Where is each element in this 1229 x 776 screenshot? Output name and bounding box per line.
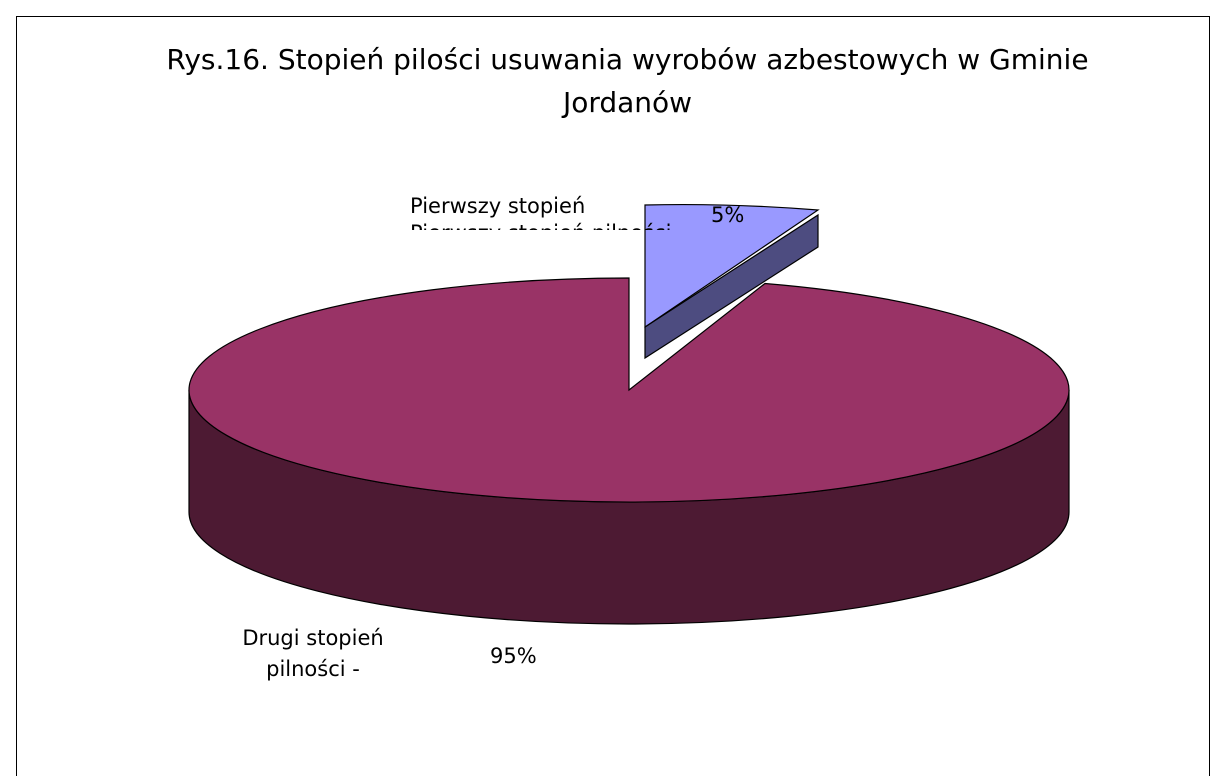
- chart-title-line-2: Jordanów: [562, 86, 693, 119]
- slice-value-label-drugi: 95%: [490, 644, 537, 668]
- slice-side-pierwszy: [644, 213, 819, 360]
- slice-label-drugi: Drugi stopień pilności -: [213, 625, 413, 683]
- slice-value-label-pierwszy: 5%: [711, 203, 745, 227]
- slice-label-drugi-line-2: pilności -: [266, 657, 360, 681]
- slice-label-pierwszy: Pierwszy stopień Pierwszy stopień pilnoś…: [410, 194, 671, 230]
- chart-title-line-1: Rys.16. Stopień pilości usuwania wyrobów…: [166, 43, 1089, 76]
- slice-top-drugi: [188, 277, 1070, 503]
- slice-label-drugi-line-1: Drugi stopień: [242, 626, 384, 650]
- chart-frame: [16, 16, 1210, 776]
- chart-title: Rys.16. Stopień pilości usuwania wyrobów…: [60, 38, 1195, 124]
- slice-top-pierwszy: [644, 203, 820, 329]
